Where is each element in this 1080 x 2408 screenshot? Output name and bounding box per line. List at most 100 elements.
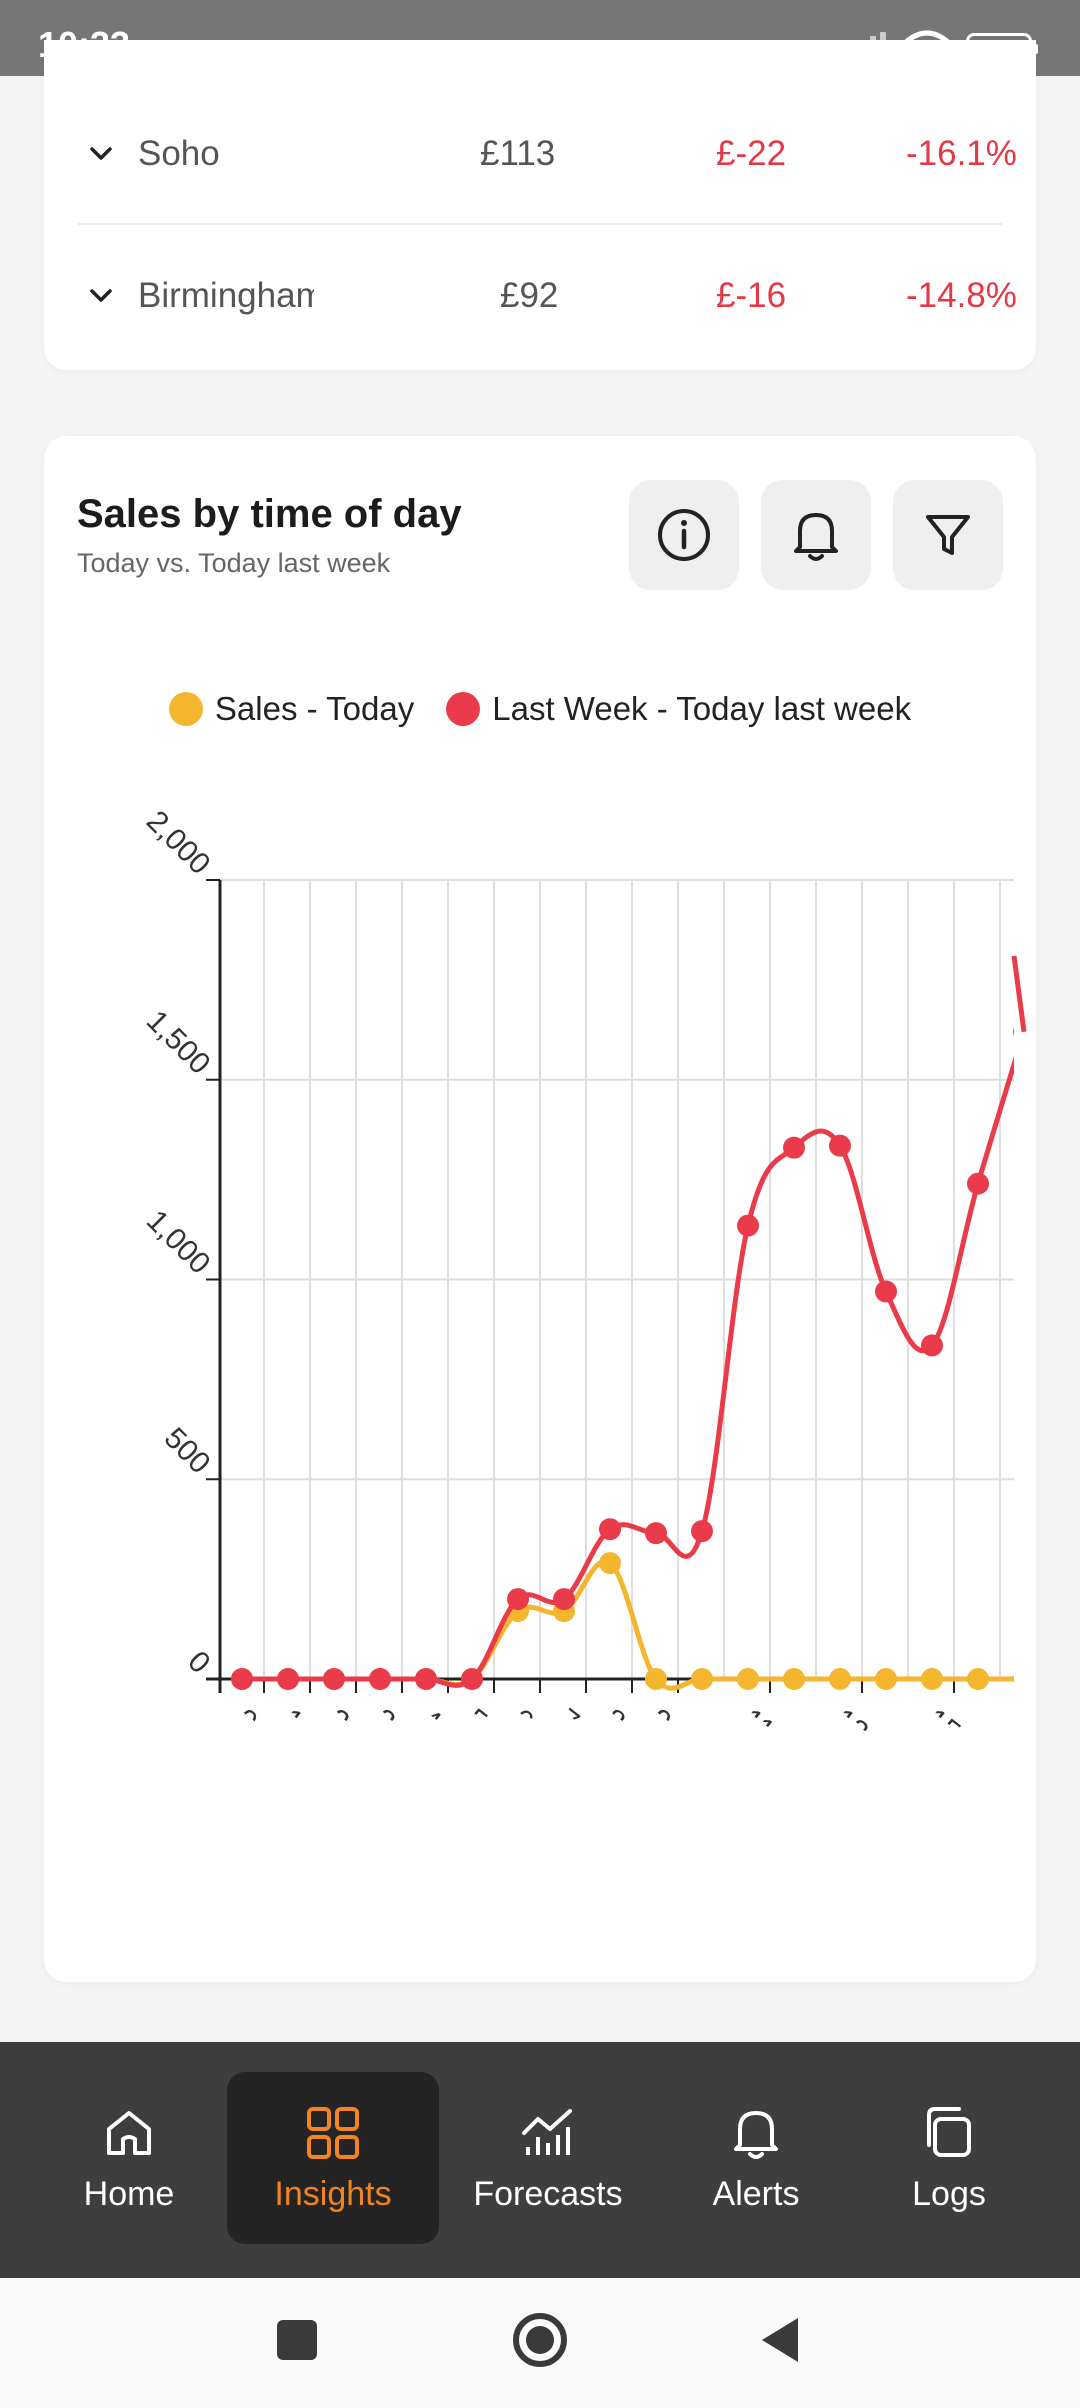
y-tick-label: 0 xyxy=(181,1645,216,1680)
x-tick-label: 17 xyxy=(1012,1703,1036,1736)
location-name: Birmingham xyxy=(138,276,314,315)
data-point-last-week xyxy=(369,1668,391,1690)
location-pct: -14.8% xyxy=(906,276,1017,315)
data-point-last-week xyxy=(599,1518,621,1541)
x-tick-label: 8 xyxy=(598,1703,631,1736)
alert-settings-button[interactable] xyxy=(761,480,871,590)
row-divider xyxy=(78,223,1002,225)
nav-label: Insights xyxy=(274,2174,392,2213)
nav-alerts[interactable]: Alerts xyxy=(686,2072,826,2244)
data-point-last-week xyxy=(461,1668,483,1690)
y-tick-label: 500 xyxy=(158,1421,217,1480)
legend-swatch xyxy=(446,692,481,726)
nav-forecasts[interactable]: Forecasts xyxy=(462,2072,634,2244)
grid-icon xyxy=(303,2103,363,2163)
data-point-last-week xyxy=(415,1668,437,1690)
location-diff: £-16 xyxy=(716,276,787,315)
chart-icon xyxy=(518,2103,578,2163)
data-point-sales-today xyxy=(691,1668,713,1690)
nav-label: Home xyxy=(83,2174,175,2213)
y-tick-label: 1,500 xyxy=(140,1004,216,1080)
data-point-sales-today xyxy=(599,1552,621,1575)
info-icon xyxy=(658,509,710,561)
nav-home[interactable]: Home xyxy=(58,2072,200,2244)
legend-swatch xyxy=(168,692,203,726)
sales-by-time-card: Sales by time of day Today vs. Today las… xyxy=(44,436,1036,1982)
x-tick-label: 13 xyxy=(828,1703,875,1736)
legend-label: Sales - Today xyxy=(214,690,415,727)
back-icon[interactable] xyxy=(758,2316,802,2364)
chart-legend: Sales - Today Last Week - Today last wee… xyxy=(44,690,1036,728)
data-point-last-week xyxy=(231,1668,253,1690)
location-row-soho[interactable]: Soho £113 £-22 -16.1% xyxy=(78,84,1017,224)
location-amount: £92 xyxy=(500,276,559,315)
data-point-sales-today xyxy=(921,1668,943,1690)
y-tick-label: 2,000 xyxy=(140,805,216,881)
bottom-nav: Home Insights Forecasts xyxy=(0,2042,1080,2278)
data-point-last-week xyxy=(507,1588,529,1611)
card-subtitle: Today vs. Today last week xyxy=(77,548,391,578)
data-point-last-week xyxy=(277,1668,299,1690)
chevron-down-icon[interactable] xyxy=(90,283,116,309)
data-point-last-week xyxy=(1013,1027,1014,1037)
location-row-birmingham[interactable]: Birmingham £92 £-16 -14.8% xyxy=(78,226,1017,366)
data-point-sales-today xyxy=(967,1668,989,1690)
data-point-last-week xyxy=(829,1134,851,1157)
nav-logs[interactable]: Logs xyxy=(884,2072,1014,2244)
data-point-sales-today xyxy=(737,1668,759,1690)
x-tick-label: 6 xyxy=(506,1703,539,1736)
location-name: Soho xyxy=(138,134,220,173)
system-nav-bar xyxy=(0,2278,1080,2408)
data-point-sales-today xyxy=(645,1668,667,1690)
data-point-last-week xyxy=(875,1280,897,1303)
x-tick-label: 4 xyxy=(414,1703,447,1736)
card-title: Sales by time of day xyxy=(77,492,462,536)
bell-icon xyxy=(794,513,838,561)
location-diff: £-22 xyxy=(716,134,787,173)
x-tick-label: 15 xyxy=(920,1703,967,1736)
copy-icon xyxy=(919,2103,979,2163)
home-system-icon[interactable] xyxy=(510,2310,570,2370)
nav-insights[interactable]: Insights xyxy=(227,2072,439,2244)
home-icon xyxy=(99,2103,159,2163)
y-tick-label: 1,000 xyxy=(140,1204,216,1280)
nav-label: Forecasts xyxy=(473,2174,623,2213)
location-amount: £113 xyxy=(480,134,556,173)
data-point-last-week xyxy=(921,1334,943,1357)
x-tick-label: 7 xyxy=(552,1703,585,1736)
location-pct: -16.1% xyxy=(906,134,1017,173)
data-point-last-week xyxy=(323,1668,345,1690)
data-point-last-week xyxy=(783,1136,805,1159)
filter-button[interactable] xyxy=(893,480,1003,590)
bell-icon xyxy=(726,2103,786,2163)
data-point-last-week xyxy=(967,1172,989,1195)
x-tick-label: 11 xyxy=(736,1703,781,1736)
info-button[interactable] xyxy=(629,480,739,590)
data-point-sales-today xyxy=(1013,1674,1014,1684)
legend-item-sales-today[interactable]: Sales - Today xyxy=(168,690,415,728)
filter-icon xyxy=(926,515,970,555)
x-tick-label: 0 xyxy=(230,1703,263,1736)
legend-label: Last Week - Today last week xyxy=(492,690,912,727)
data-point-last-week xyxy=(645,1522,667,1545)
nav-label: Alerts xyxy=(712,2174,800,2213)
legend-item-last-week[interactable]: Last Week - Today last week xyxy=(446,690,911,728)
data-point-last-week xyxy=(737,1214,759,1237)
x-tick-label: 2 xyxy=(322,1703,355,1736)
recents-icon[interactable] xyxy=(275,2318,319,2362)
data-point-last-week xyxy=(553,1588,575,1611)
x-tick-label: 1 xyxy=(276,1703,309,1736)
x-tick-label: 3 xyxy=(368,1703,401,1736)
data-point-last-week xyxy=(691,1520,713,1543)
x-tick-label: 9 xyxy=(644,1703,677,1736)
chevron-down-icon[interactable] xyxy=(90,141,116,167)
data-point-sales-today xyxy=(829,1668,851,1690)
x-tick-label: 5 xyxy=(460,1703,493,1736)
series-line-last-week-continuation xyxy=(1011,955,1027,1033)
nav-label: Logs xyxy=(912,2174,986,2213)
data-point-sales-today xyxy=(783,1668,805,1690)
locations-card: Soho £113 £-22 -16.1% Birmingham £92 £-1… xyxy=(44,40,1036,370)
series-line-last-week xyxy=(241,1055,1014,1688)
data-point-sales-today xyxy=(875,1668,897,1690)
